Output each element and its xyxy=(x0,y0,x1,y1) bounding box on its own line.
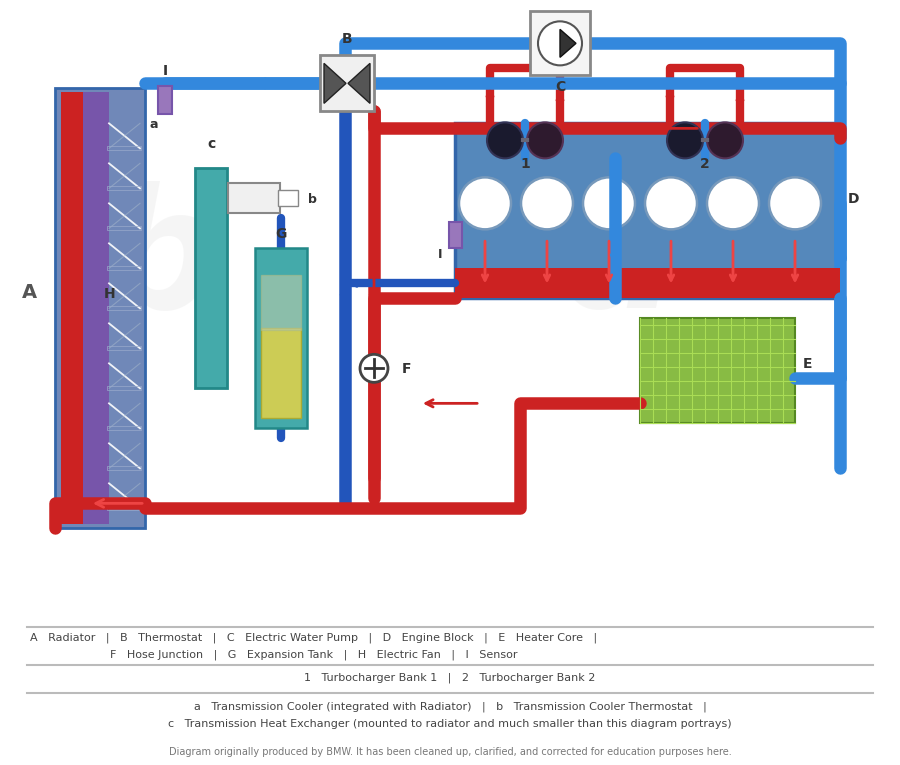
Circle shape xyxy=(769,177,821,230)
Bar xyxy=(107,467,141,470)
Bar xyxy=(449,223,462,249)
Circle shape xyxy=(707,177,759,230)
Circle shape xyxy=(521,177,573,230)
Text: H: H xyxy=(104,288,116,301)
Text: I: I xyxy=(162,64,167,78)
Bar xyxy=(55,88,145,529)
Polygon shape xyxy=(348,63,370,103)
Text: F: F xyxy=(402,363,411,376)
Circle shape xyxy=(538,21,582,65)
Text: a: a xyxy=(150,119,158,132)
Bar xyxy=(107,226,141,230)
Bar xyxy=(640,318,795,423)
Text: D: D xyxy=(848,192,860,207)
Bar xyxy=(83,93,109,524)
Text: c   Transmission Heat Exchanger (mounted to radiator and much smaller than this : c Transmission Heat Exchanger (mounted t… xyxy=(168,719,732,729)
Bar xyxy=(107,506,141,510)
Bar xyxy=(107,426,141,431)
Bar xyxy=(278,190,298,207)
Bar xyxy=(107,266,141,270)
Text: 2: 2 xyxy=(700,158,710,171)
Bar xyxy=(195,168,227,389)
Bar xyxy=(107,306,141,311)
Bar xyxy=(107,146,141,151)
Bar xyxy=(261,275,301,330)
Text: B: B xyxy=(342,32,352,47)
Text: d: d xyxy=(561,181,680,343)
Circle shape xyxy=(459,177,511,230)
Text: 1   Turbocharger Bank 1   |   2   Turbocharger Bank 2: 1 Turbocharger Bank 1 | 2 Turbocharger B… xyxy=(304,673,596,683)
Bar xyxy=(158,86,172,114)
Text: c: c xyxy=(207,138,215,151)
Circle shape xyxy=(527,122,563,158)
Bar xyxy=(320,55,374,112)
Circle shape xyxy=(487,122,523,158)
Circle shape xyxy=(707,122,743,158)
Text: 1: 1 xyxy=(520,158,530,171)
Polygon shape xyxy=(324,63,346,103)
Bar xyxy=(107,386,141,390)
Text: b: b xyxy=(101,181,220,343)
Bar xyxy=(107,347,141,350)
Bar xyxy=(455,123,840,298)
Text: A   Radiator   |   B   Thermostat   |   C   Electric Water Pump   |   D   Engine: A Radiator | B Thermostat | C Electric W… xyxy=(30,633,597,643)
Text: C: C xyxy=(555,80,565,94)
Bar xyxy=(61,93,83,524)
Circle shape xyxy=(667,122,703,158)
Text: I: I xyxy=(438,249,443,262)
Text: G: G xyxy=(275,227,287,241)
Polygon shape xyxy=(560,29,576,57)
Text: E: E xyxy=(803,357,813,371)
Circle shape xyxy=(645,177,697,230)
Circle shape xyxy=(360,354,388,382)
Bar xyxy=(530,11,590,75)
Circle shape xyxy=(583,177,635,230)
Text: A: A xyxy=(22,283,37,302)
Bar xyxy=(455,269,840,298)
Text: a   Transmission Cooler (integrated with Radiator)   |   b   Transmission Cooler: a Transmission Cooler (integrated with R… xyxy=(194,702,706,712)
Text: F   Hose Junction   |   G   Expansion Tank   |   H   Electric Fan   |   I   Sens: F Hose Junction | G Expansion Tank | H E… xyxy=(110,649,518,660)
Bar xyxy=(261,328,301,418)
Bar xyxy=(255,249,307,428)
Text: Diagram originally produced by BMW. It has been cleaned up, clarified, and corre: Diagram originally produced by BMW. It h… xyxy=(168,747,732,757)
Bar xyxy=(107,187,141,190)
Bar xyxy=(228,184,280,213)
Text: b: b xyxy=(308,194,317,207)
